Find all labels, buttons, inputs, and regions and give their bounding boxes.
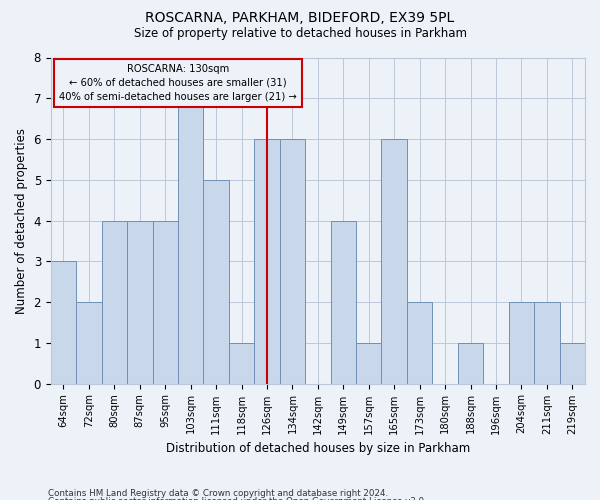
Text: Contains public sector information licensed under the Open Government Licence v3: Contains public sector information licen… — [48, 497, 427, 500]
Bar — [203, 180, 229, 384]
X-axis label: Distribution of detached houses by size in Parkham: Distribution of detached houses by size … — [166, 442, 470, 455]
Bar — [254, 139, 280, 384]
Bar — [534, 302, 560, 384]
Bar — [280, 139, 305, 384]
Bar — [127, 220, 152, 384]
Text: Size of property relative to detached houses in Parkham: Size of property relative to detached ho… — [133, 27, 467, 40]
Bar — [76, 302, 101, 384]
Text: Contains HM Land Registry data © Crown copyright and database right 2024.: Contains HM Land Registry data © Crown c… — [48, 488, 388, 498]
Text: ROSCARNA: 130sqm
← 60% of detached houses are smaller (31)
40% of semi-detached : ROSCARNA: 130sqm ← 60% of detached house… — [59, 64, 297, 102]
Y-axis label: Number of detached properties: Number of detached properties — [15, 128, 28, 314]
Bar — [229, 343, 254, 384]
Bar — [356, 343, 382, 384]
Bar — [101, 220, 127, 384]
Bar — [509, 302, 534, 384]
Text: ROSCARNA, PARKHAM, BIDEFORD, EX39 5PL: ROSCARNA, PARKHAM, BIDEFORD, EX39 5PL — [145, 11, 455, 25]
Bar — [560, 343, 585, 384]
Bar — [382, 139, 407, 384]
Bar — [458, 343, 483, 384]
Bar — [331, 220, 356, 384]
Bar — [407, 302, 433, 384]
Bar — [152, 220, 178, 384]
Bar — [178, 98, 203, 384]
Bar — [51, 262, 76, 384]
